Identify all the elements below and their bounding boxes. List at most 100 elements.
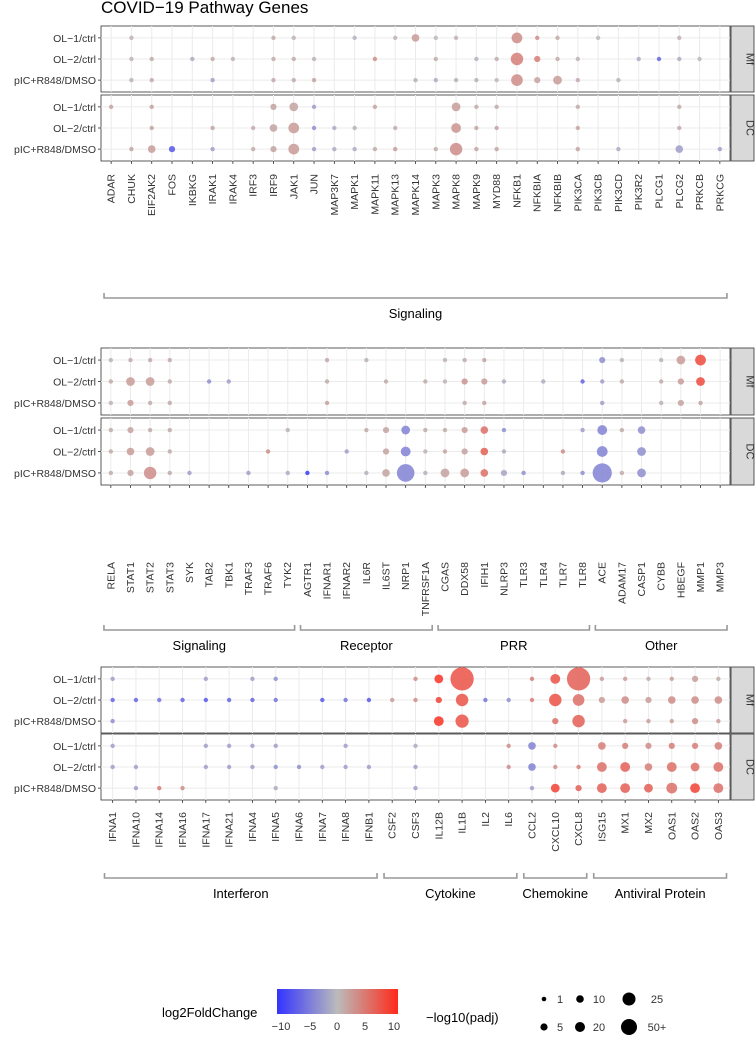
gene-label: IFNA10 (130, 812, 142, 848)
point-csf3 (413, 764, 418, 770)
group-bracket (437, 625, 591, 631)
point-mapk8 (451, 123, 461, 133)
gene-label: SYK (184, 562, 196, 583)
point-oas1 (666, 762, 677, 772)
facet-strip (730, 94, 755, 162)
condition-label: OL−1/ctrl (53, 674, 96, 686)
point-pik3ca (575, 104, 581, 110)
gene-label: TLR4 (538, 562, 550, 588)
point-stat3 (167, 379, 172, 384)
gene-label: IFNA7 (317, 812, 329, 842)
point-adam17 (619, 379, 625, 384)
point-ifna17 (203, 676, 209, 682)
point-mapk8 (451, 102, 461, 112)
point-rela (108, 427, 114, 433)
point-il6r (364, 357, 369, 363)
condition-label: pIC+R848/DMSO (14, 783, 96, 795)
gene-label: MYD88 (491, 174, 503, 209)
condition-label: OL−1/ctrl (53, 425, 96, 437)
point-ifnar1 (324, 379, 330, 384)
point-ccl2 (529, 785, 535, 791)
point-nfkb1 (510, 52, 524, 66)
point-ddx58 (461, 426, 468, 434)
point-oas3 (713, 783, 724, 794)
point-il6 (506, 743, 511, 749)
point-tlr3 (521, 470, 526, 476)
point-mmp1 (698, 400, 703, 406)
point-ikbkg (190, 56, 195, 62)
point-cybb (659, 400, 664, 406)
point-oas2 (690, 762, 700, 772)
point-isg15 (596, 783, 607, 794)
point-mx2 (646, 676, 651, 682)
gene-label: MMP3 (715, 562, 727, 592)
condition-label: OL−2/ctrl (53, 447, 96, 459)
point-irak1 (210, 56, 215, 62)
point-mapk3 (433, 77, 438, 83)
point-il6st (382, 448, 390, 455)
point-nfkbib (553, 75, 562, 85)
point-mx1 (622, 676, 628, 682)
point-mx1 (620, 762, 631, 772)
point-ifna4 (250, 676, 255, 682)
gene-label: ISG15 (596, 812, 608, 842)
gene-label: TRAF3 (243, 562, 255, 595)
gene-label: IL6R (361, 562, 373, 585)
panels: OL−1/ctrl OL−2/ctrl pIC+R848/DMSO Mf OL−1/ct… (14, 25, 756, 901)
gene-label: CGAS (439, 562, 451, 592)
point-ifih1 (481, 378, 488, 385)
point-jun (311, 56, 317, 62)
point-nrp1 (396, 464, 415, 482)
condition-label: OL−1/ctrl (53, 741, 96, 753)
point-irf3 (250, 146, 256, 152)
condition-label: pIC+R848/DMSO (14, 398, 96, 410)
point-oas2 (690, 783, 700, 794)
point-oas3 (716, 676, 721, 682)
point-oas2 (691, 718, 699, 725)
point-tbk1 (226, 379, 231, 384)
point-chuk (129, 146, 134, 152)
point-cxcl8 (566, 667, 591, 691)
point-ifna17 (203, 743, 209, 749)
gene-label: TYK2 (282, 562, 294, 588)
point-ifna8 (343, 764, 348, 770)
point-oas3 (714, 742, 723, 750)
point-il6st (382, 469, 390, 477)
group-label: Signaling (173, 638, 227, 653)
gene-label: TRAF6 (263, 562, 275, 595)
size-legend-dot (576, 995, 584, 1003)
point-oas2 (691, 696, 699, 704)
point-tlr4 (541, 379, 546, 384)
facet-strip-label: Mf (744, 694, 756, 707)
condition-label: OL−2/ctrl (53, 762, 96, 774)
gene-label: TNFRSF1A (420, 562, 432, 616)
point-ifna8 (343, 697, 348, 703)
gene-label: CCL2 (526, 812, 538, 839)
point-csf2 (390, 697, 395, 703)
point-mapk8 (449, 142, 463, 156)
chart-block-3: OL−1/ctrl OL−2/ctrl pIC+R848/DMSO Mf OL−1/ct… (14, 666, 756, 901)
color-legend-title: log2FoldChange (162, 1005, 257, 1020)
point-stat1 (128, 357, 133, 363)
point-plcg1 (656, 56, 662, 62)
point-ifna1 (110, 697, 115, 703)
point-prkcg (717, 146, 723, 152)
point-pik3cb (595, 35, 601, 41)
gene-label: IFNA1 (107, 812, 119, 842)
point-mapk3 (433, 35, 438, 41)
point-ifna4 (250, 764, 255, 770)
group-bracket (103, 873, 378, 879)
gene-label: MAPK13 (390, 174, 402, 216)
point-cgas (440, 468, 450, 478)
gene-label: MAPK14 (410, 174, 422, 216)
point-ifna7 (320, 764, 325, 770)
point-jun (311, 104, 317, 110)
point-plcg2 (677, 56, 682, 62)
point-ifnb1 (366, 697, 372, 703)
group-label: Chemokine (522, 886, 588, 901)
point-traf3 (246, 470, 251, 476)
gene-label: MAPK3 (430, 174, 442, 210)
gene-label: NFKB1 (511, 174, 523, 208)
point-mx2 (645, 742, 652, 749)
point-il6st (383, 379, 389, 384)
